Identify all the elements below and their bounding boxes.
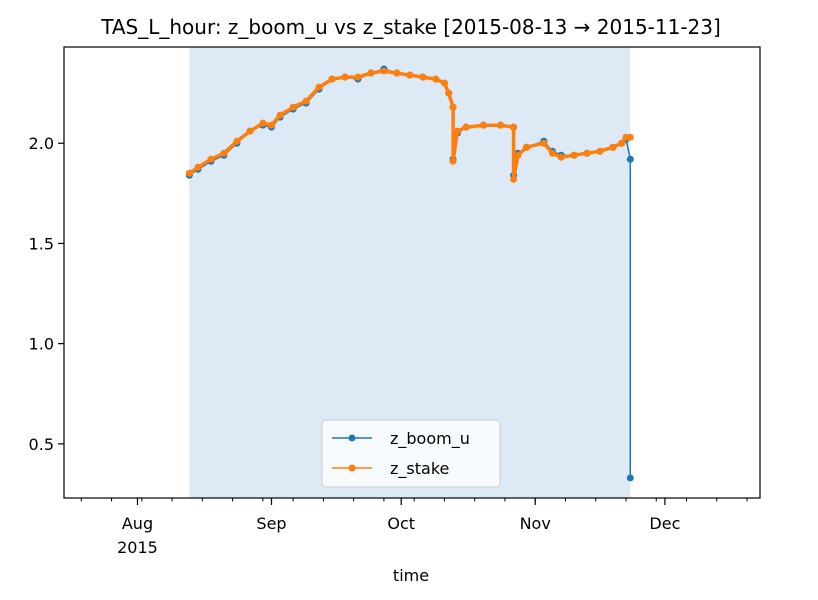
data-point	[246, 127, 254, 135]
data-point	[609, 143, 617, 151]
data-point	[449, 103, 457, 111]
data-point	[302, 97, 310, 105]
series-z-stake	[185, 67, 634, 183]
data-point	[583, 149, 591, 157]
legend-marker-z-boom-u	[348, 434, 356, 442]
x-tick-label: Aug	[122, 514, 153, 533]
data-point	[510, 123, 518, 131]
data-point	[523, 143, 531, 151]
data-point	[626, 474, 634, 482]
data-point	[540, 139, 548, 147]
data-point	[453, 127, 461, 135]
x-axis: Aug 2015 Sep Oct Nov Dec	[80, 498, 748, 557]
y-tick-label: 1.0	[29, 335, 54, 354]
data-point	[557, 153, 565, 161]
data-point	[626, 155, 634, 163]
data-point	[367, 69, 375, 77]
data-point	[440, 79, 448, 87]
data-point	[497, 121, 505, 129]
data-point	[380, 67, 388, 75]
data-point	[432, 75, 440, 83]
data-point	[548, 149, 556, 157]
x-axis-label: time	[393, 566, 429, 585]
y-axis: 0.5 1.0 1.5 2.0	[29, 134, 64, 454]
y-tick-label: 2.0	[29, 134, 54, 153]
data-point	[596, 147, 604, 155]
data-point	[268, 121, 276, 129]
data-point	[289, 103, 297, 111]
data-point	[276, 111, 284, 119]
data-point	[626, 133, 634, 141]
plot-frame	[63, 46, 761, 499]
data-point	[393, 69, 401, 77]
data-point	[259, 119, 267, 127]
data-point	[341, 73, 349, 81]
series-layer	[185, 65, 634, 482]
data-point	[220, 149, 228, 157]
data-point	[445, 89, 453, 97]
legend-label-z-boom-u: z_boom_u	[390, 429, 470, 449]
x-tick-label: Oct	[387, 514, 415, 533]
data-point	[570, 151, 578, 159]
data-point	[618, 139, 626, 147]
legend: z_boom_u z_stake	[321, 419, 501, 488]
data-point	[449, 157, 457, 165]
x-tick-label: Sep	[256, 514, 286, 533]
x-tick-sublabel: 2015	[117, 538, 158, 557]
data-point	[406, 71, 414, 79]
data-point	[510, 175, 518, 183]
data-point	[207, 155, 215, 163]
data-point	[185, 169, 193, 177]
chart-title: TAS_L_hour: z_boom_u vs z_stake [2015-08…	[100, 15, 721, 39]
data-point	[233, 137, 241, 145]
y-tick-label: 1.5	[29, 234, 54, 253]
data-point	[462, 123, 470, 131]
data-point	[328, 75, 336, 83]
legend-marker-z-stake	[348, 464, 356, 472]
x-tick-label: Dec	[649, 514, 680, 533]
legend-box	[321, 419, 501, 488]
data-point	[354, 73, 362, 81]
data-point	[419, 73, 427, 81]
data-point	[514, 151, 522, 159]
x-tick-label: Nov	[520, 514, 551, 533]
data-point	[194, 163, 202, 171]
legend-label-z-stake: z_stake	[390, 459, 449, 479]
data-point	[315, 83, 323, 91]
y-tick-label: 0.5	[29, 435, 54, 454]
data-point	[479, 121, 487, 129]
